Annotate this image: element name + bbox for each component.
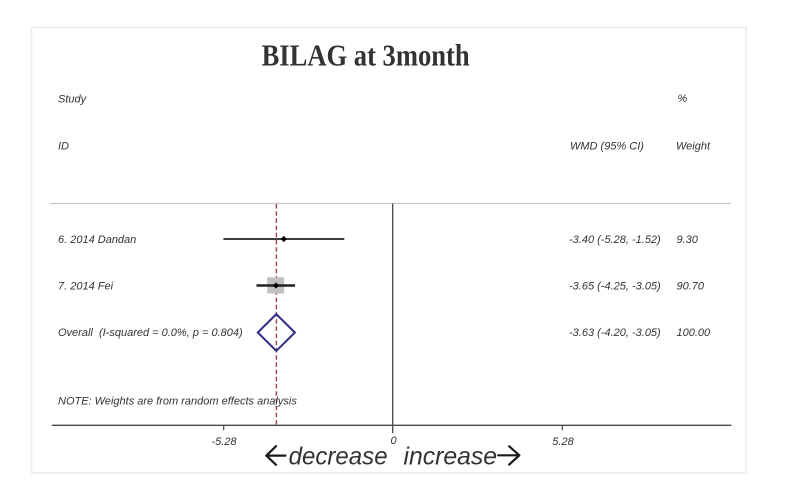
svg-text:-3.63 (-4.20, -3.05): -3.63 (-4.20, -3.05) (569, 327, 661, 339)
svg-text:6. 2014 Dandan: 6. 2014 Dandan (58, 234, 136, 246)
svg-text:increase: increase (404, 443, 498, 471)
svg-text:5.28: 5.28 (552, 436, 574, 448)
svg-text:0: 0 (390, 435, 397, 447)
svg-text:-3.40 (-5.28, -1.52): -3.40 (-5.28, -1.52) (569, 234, 661, 246)
svg-text:NOTE: Weights are from random: NOTE: Weights are from random effects an… (58, 396, 297, 408)
svg-text:Study: Study (58, 94, 88, 106)
svg-text:7. 2014 Fei: 7. 2014 Fei (58, 281, 114, 293)
svg-text:%: % (678, 93, 688, 105)
svg-text:Overall (I-squared = 0.0%, p: Overall (I-squared = 0.0%, p = 0.804) (58, 327, 243, 339)
svg-text:WMD (95% CI): WMD (95% CI) (570, 141, 644, 153)
svg-text:Weight: Weight (676, 141, 711, 153)
svg-text:decrease: decrease (289, 443, 388, 471)
svg-text:-5.28: -5.28 (211, 436, 237, 448)
svg-text:BILAG at 3month: BILAG at 3month (262, 38, 470, 72)
svg-text:9.30: 9.30 (677, 234, 699, 246)
svg-text:90.70: 90.70 (677, 281, 705, 293)
svg-text:ID: ID (58, 141, 69, 153)
svg-text:-3.65 (-4.25, -3.05): -3.65 (-4.25, -3.05) (569, 281, 661, 293)
svg-text:100.00: 100.00 (677, 327, 712, 339)
